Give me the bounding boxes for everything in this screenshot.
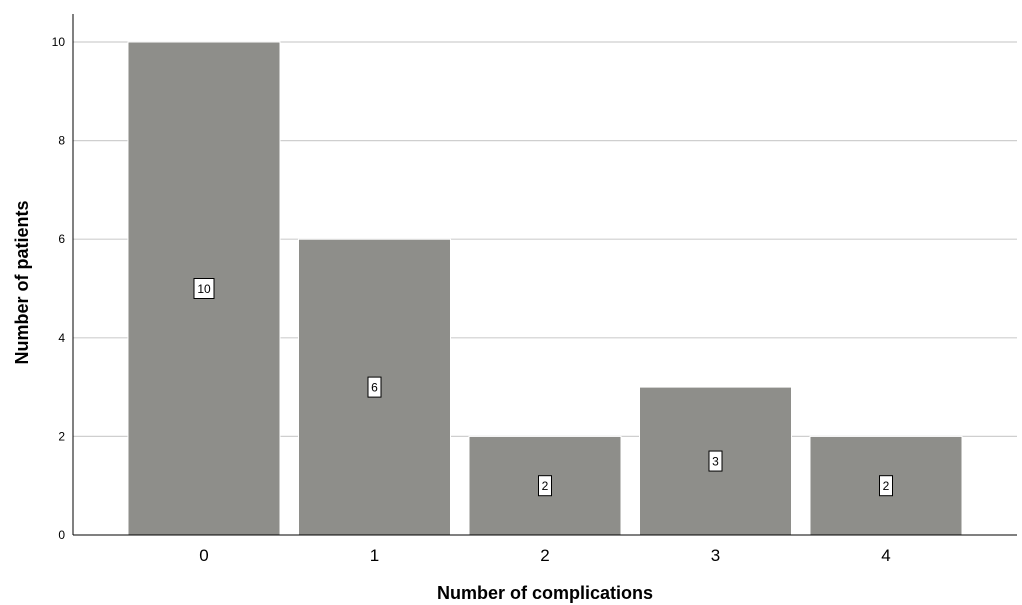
y-tick-labels: 0 2 4 6 8 10 [52,35,66,542]
data-label-box [367,376,382,398]
y-tick-label: 0 [58,528,65,542]
data-label: 10 [197,282,211,296]
data-label-box [193,278,215,299]
data-label: 2 [883,479,890,493]
x-tick-labels: 0 1 2 3 4 [199,546,890,565]
x-tick-label: 1 [370,546,379,565]
x-tick-label: 4 [881,546,890,565]
bars [127,41,963,536]
data-labels: 10 6 2 3 2 [193,278,893,497]
y-tick-label: 10 [52,35,66,49]
data-label: 6 [371,381,378,395]
y-axis-title: Number of patients [12,200,32,364]
y-tick-label: 6 [58,232,65,246]
y-tick-label: 8 [58,134,65,148]
x-axis-title: Number of complications [437,583,653,603]
x-tick-label: 3 [711,546,720,565]
data-label: 3 [712,455,719,469]
data-label: 2 [542,479,549,493]
y-tick-label: 2 [58,429,65,443]
axes [72,14,1017,536]
data-label-box [708,450,723,472]
x-tick-label: 0 [199,546,208,565]
x-tick-label: 2 [540,546,549,565]
data-label-box [538,475,552,497]
y-tick-label: 4 [58,331,65,345]
data-label-box [879,475,893,497]
